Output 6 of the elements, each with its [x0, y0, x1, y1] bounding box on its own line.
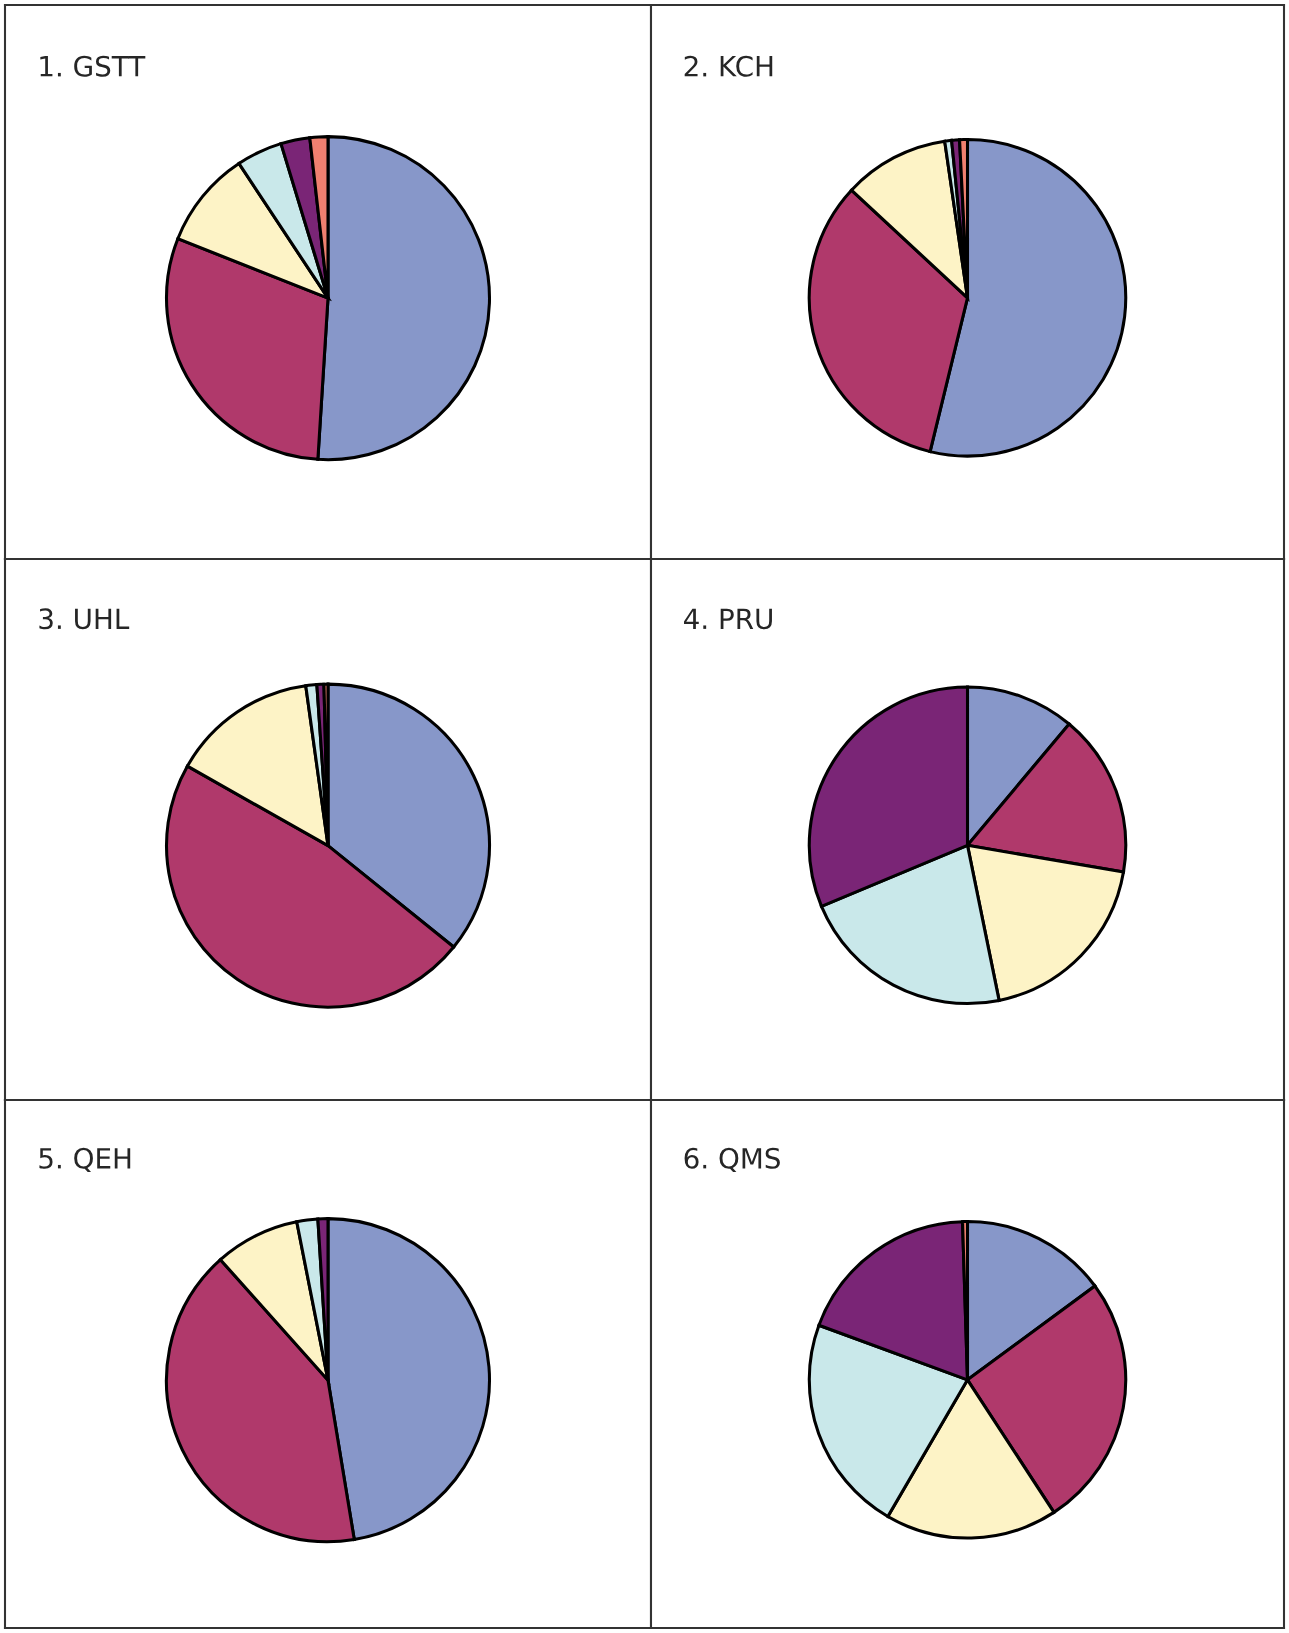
chart-title: 1. GSTT: [40, 55, 146, 77]
chart-title: 5. QEH: [39, 1147, 131, 1172]
chart-title: 2. KCH: [684, 55, 773, 77]
chart-title: 3. UHL: [39, 608, 130, 630]
chart-title: 4. PRU: [684, 608, 772, 630]
chart-title: 6. QMS: [684, 1147, 780, 1172]
